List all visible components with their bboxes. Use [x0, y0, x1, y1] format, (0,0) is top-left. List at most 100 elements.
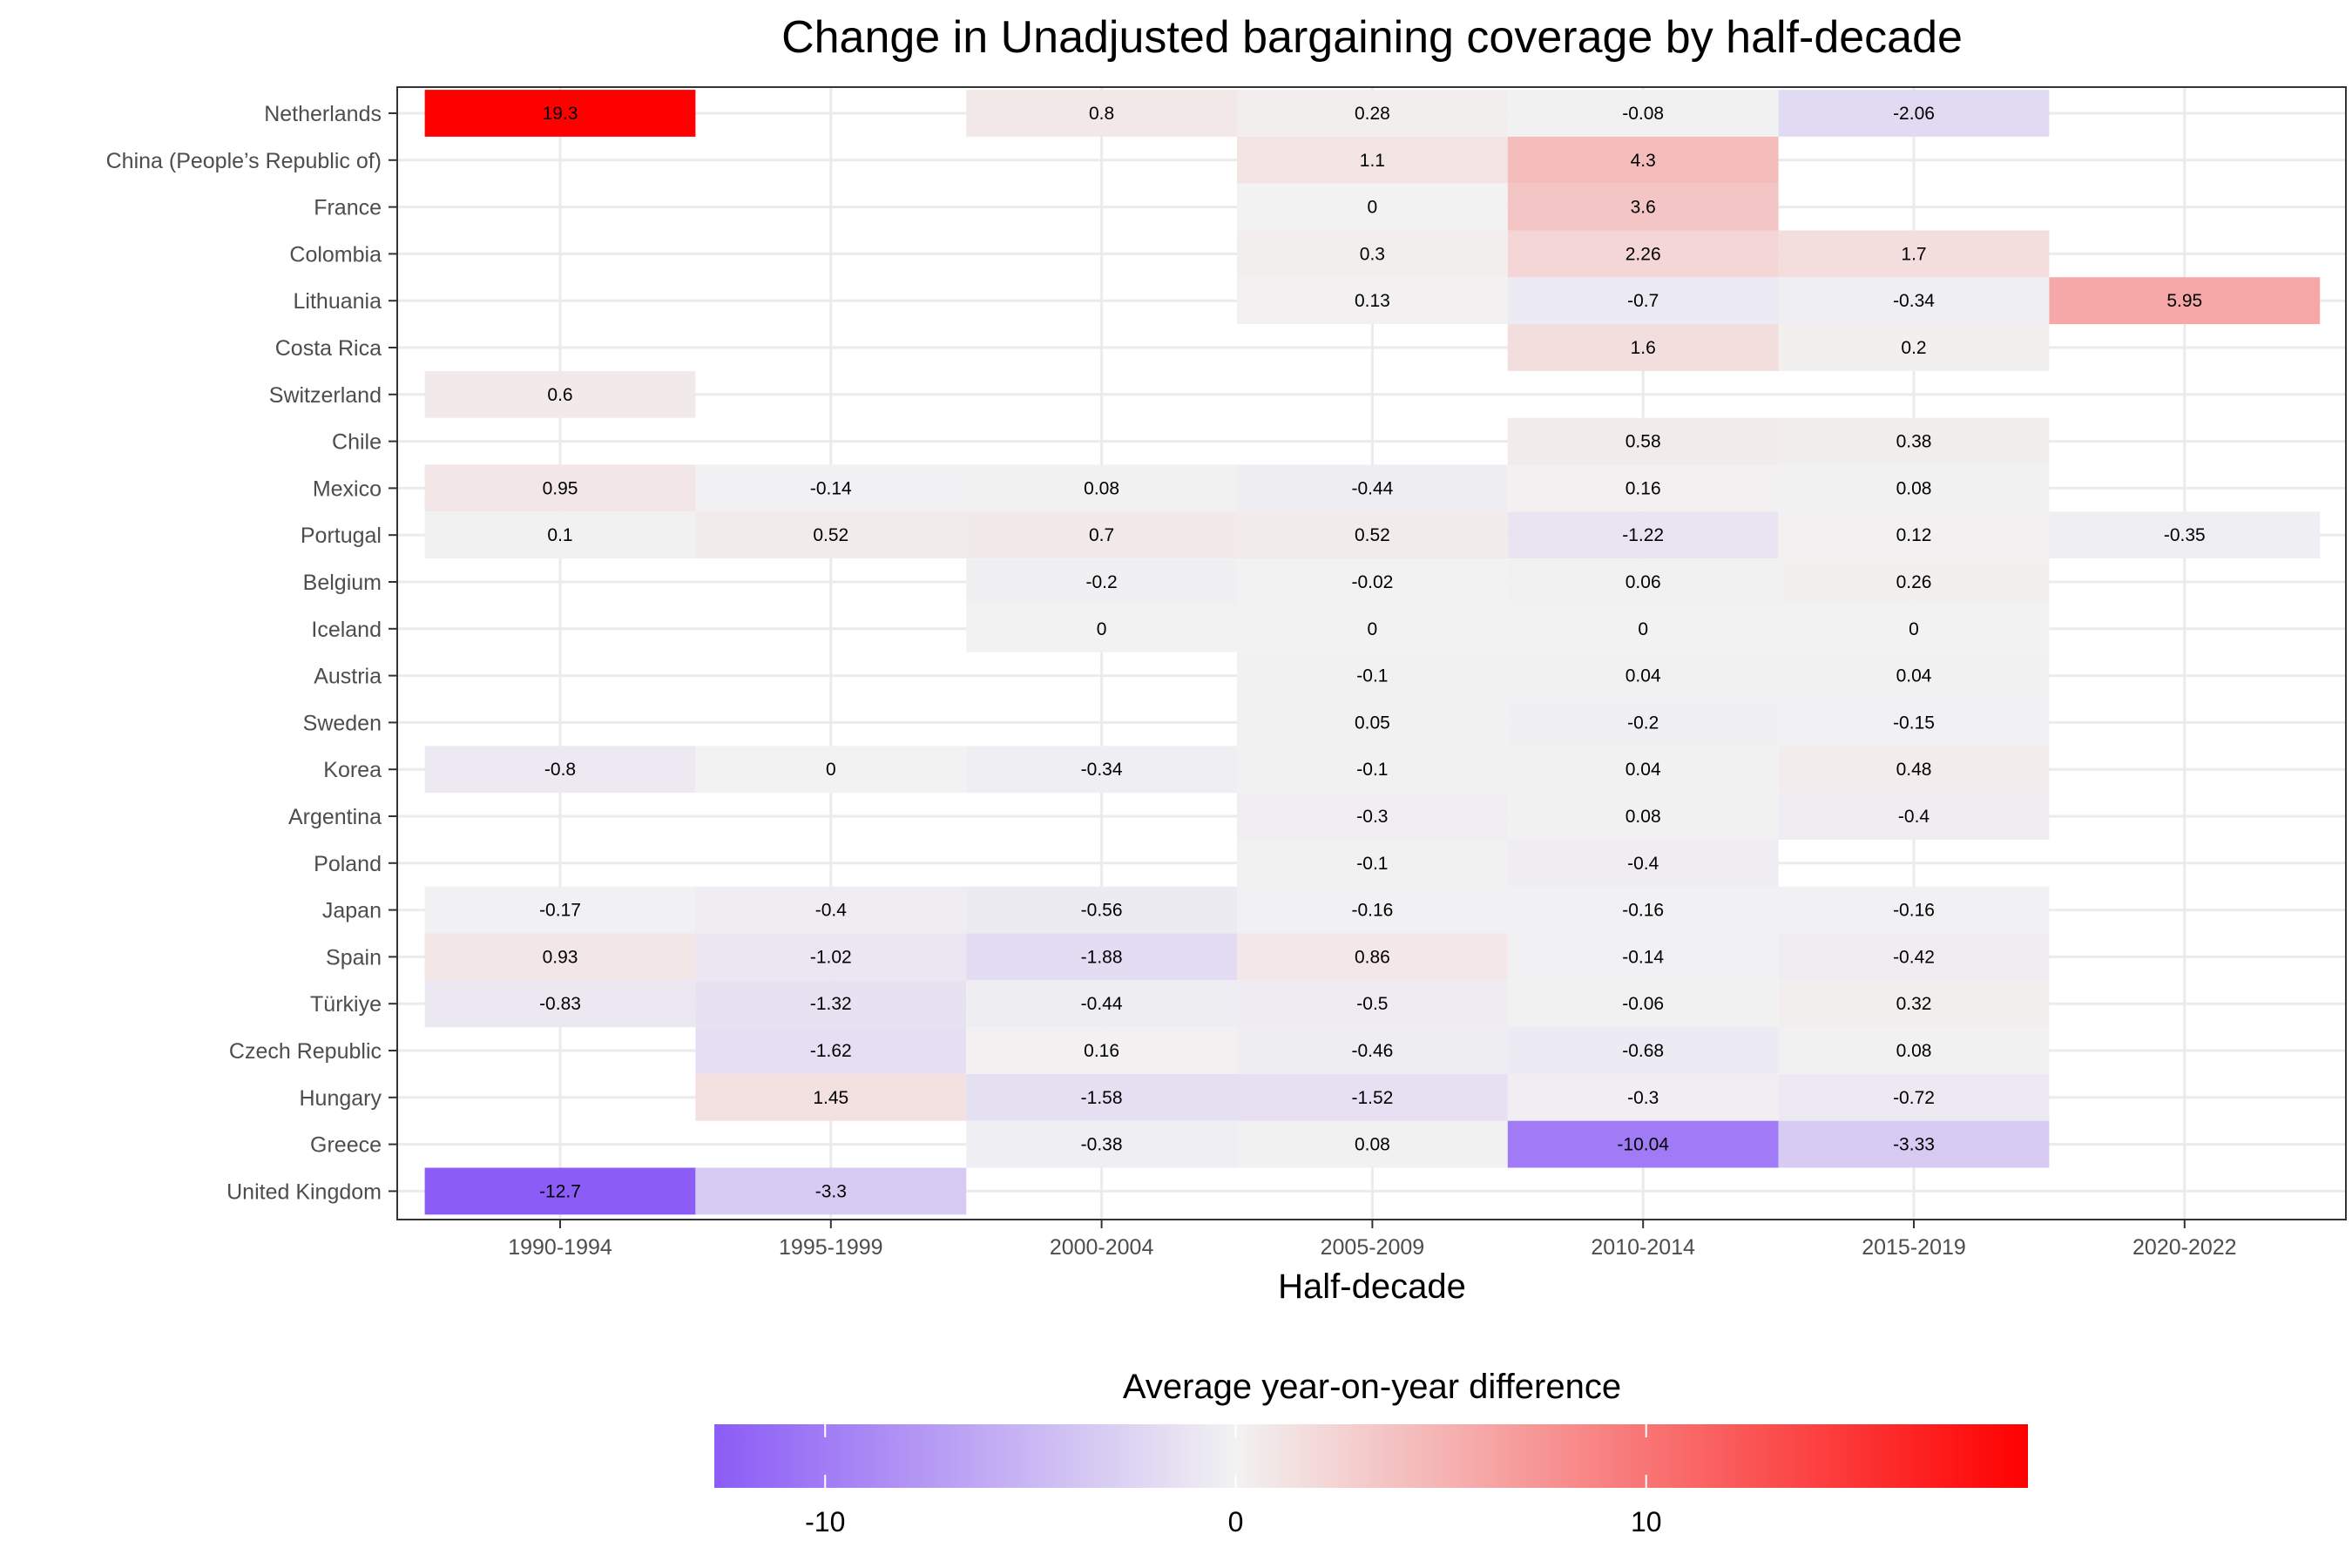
legend-tick-label: -10	[805, 1506, 845, 1538]
heatmap-cell	[1507, 1120, 1779, 1168]
heatmap-cell	[1778, 1073, 2050, 1121]
x-axis-label: 2010-2014	[1591, 1235, 1695, 1260]
heatmap-cell	[1778, 886, 2050, 934]
x-axis-label: 2015-2019	[1862, 1235, 1966, 1260]
cell-value-label: 0.86	[1355, 947, 1390, 967]
cell-value-label: -0.15	[1893, 713, 1935, 733]
cell-value-label: 0.48	[1896, 760, 1932, 780]
x-axis-label: 2000-2004	[1050, 1235, 1154, 1260]
cell-value-label: -0.1	[1356, 760, 1388, 780]
cell-value-label: -12.7	[539, 1181, 581, 1201]
cell-value-label: 0.04	[1625, 666, 1661, 686]
heatmap-cell	[695, 1167, 967, 1215]
cell-value-label: 0.08	[1355, 1135, 1390, 1155]
heatmap-cell	[1507, 980, 1779, 1028]
heatmap-cell	[1507, 277, 1779, 325]
cell-value-label: -0.3	[1356, 807, 1388, 827]
heatmap-cell	[1778, 1120, 2050, 1168]
heatmap-cell	[1507, 230, 1779, 278]
y-axis-label: Austria	[314, 665, 382, 689]
cell-value-label: -1.62	[810, 1041, 852, 1061]
cell-value-label: 1.6	[1631, 338, 1656, 358]
heatmap-cell	[695, 511, 967, 559]
cell-value-label: -0.2	[1086, 572, 1118, 592]
heatmap-cell	[1507, 793, 1779, 840]
cell-value-label: 19.3	[543, 104, 578, 124]
cell-value-label: 0	[1368, 198, 1378, 218]
heatmap-cell	[966, 886, 1237, 934]
y-axis-label: Türkiye	[310, 992, 382, 1017]
heatmap-cell	[424, 464, 696, 512]
heatmap-cell	[695, 933, 967, 981]
cell-value-label: -0.2	[1627, 713, 1659, 733]
heatmap-cell	[1778, 980, 2050, 1028]
y-axis-label: Czech Republic	[229, 1039, 382, 1064]
heatmap-cell	[1507, 136, 1779, 184]
cell-value-label: 0.52	[813, 525, 848, 545]
heatmap-cell	[1778, 464, 2050, 512]
cell-value-label: 1.7	[1901, 244, 1926, 264]
y-axis-label: France	[314, 196, 382, 220]
legend-tick-label: 10	[1631, 1506, 1662, 1538]
heatmap-cell	[424, 980, 696, 1028]
heatmap-cell	[1507, 183, 1779, 231]
cell-value-label: -0.16	[1893, 901, 1935, 921]
heatmap-cell	[1507, 699, 1779, 747]
cell-value-label: 0.3	[1360, 244, 1385, 264]
cell-value-label: 0.16	[1084, 1041, 1119, 1061]
heatmap-cell	[966, 558, 1237, 605]
heatmap-cell	[1507, 839, 1779, 887]
cell-value-label: -0.1	[1356, 854, 1388, 874]
chart-title: Change in Unadjusted bargaining coverage…	[781, 12, 1963, 63]
legend-title: Average year-on-year difference	[1123, 1368, 1621, 1406]
x-axis-label: 1990-1994	[508, 1235, 612, 1260]
cell-value-label: -0.4	[815, 901, 848, 921]
cell-value-label: -0.06	[1622, 994, 1664, 1014]
heatmap-cell	[966, 90, 1237, 137]
cell-value-label: -1.88	[1081, 947, 1123, 967]
heatmap-cell	[1237, 980, 1508, 1028]
y-axis-labels: Netherlands China (People’s Republic of) F…	[106, 102, 397, 1204]
cell-value-label: 1.45	[813, 1088, 848, 1108]
cell-value-label: 0.32	[1896, 994, 1932, 1014]
cell-value-label: -0.7	[1627, 291, 1659, 311]
y-axis-label: Portugal	[301, 524, 382, 548]
cell-value-label: -0.42	[1893, 947, 1935, 967]
y-axis-label: Switzerland	[269, 383, 382, 408]
heatmap-cell	[424, 933, 696, 981]
heatmap-cell	[1507, 652, 1779, 700]
heatmap-cell	[1237, 230, 1508, 278]
cell-value-label: -0.8	[544, 760, 576, 780]
cell-value-label: 5.95	[2166, 291, 2202, 311]
heatmap-cell	[1778, 511, 2050, 559]
cell-value-label: -2.06	[1893, 104, 1935, 124]
cell-value-label: -3.3	[815, 1181, 847, 1201]
cell-value-label: -0.44	[1351, 478, 1393, 498]
heatmap-cell	[966, 1073, 1237, 1121]
y-axis-label: Japan	[322, 899, 382, 923]
heatmap-cell	[1237, 558, 1508, 605]
heatmap-cell	[1237, 1027, 1508, 1074]
heatmap-cell	[695, 980, 967, 1028]
y-axis-label: Sweden	[303, 711, 382, 735]
y-axis-label: Argentina	[288, 805, 382, 829]
y-axis-label: Poland	[314, 852, 382, 876]
cell-value-label: 0.16	[1625, 478, 1661, 498]
cell-value-label: -0.14	[1622, 947, 1664, 967]
cell-value-label: -0.4	[1898, 807, 1930, 827]
cell-value-label: -1.22	[1622, 525, 1664, 545]
heatmap-cell	[1507, 1027, 1779, 1074]
cell-value-label: 0.05	[1355, 713, 1390, 733]
cell-value-label: -1.02	[810, 947, 852, 967]
cell-value-label: -0.34	[1081, 760, 1123, 780]
cell-value-label: -0.5	[1356, 994, 1388, 1014]
y-axis-label: China (People’s Republic of)	[106, 149, 382, 173]
cell-value-label: -0.02	[1351, 572, 1393, 592]
cell-value-label: 0.7	[1089, 525, 1114, 545]
cell-value-label: 0	[1097, 619, 1107, 639]
x-axis-label: 2020-2022	[2132, 1235, 2237, 1260]
y-axis-label: Netherlands	[264, 102, 382, 126]
heatmap-cell	[424, 746, 696, 794]
cell-value-label: -0.72	[1893, 1088, 1935, 1108]
heatmap-cell	[695, 1027, 967, 1074]
